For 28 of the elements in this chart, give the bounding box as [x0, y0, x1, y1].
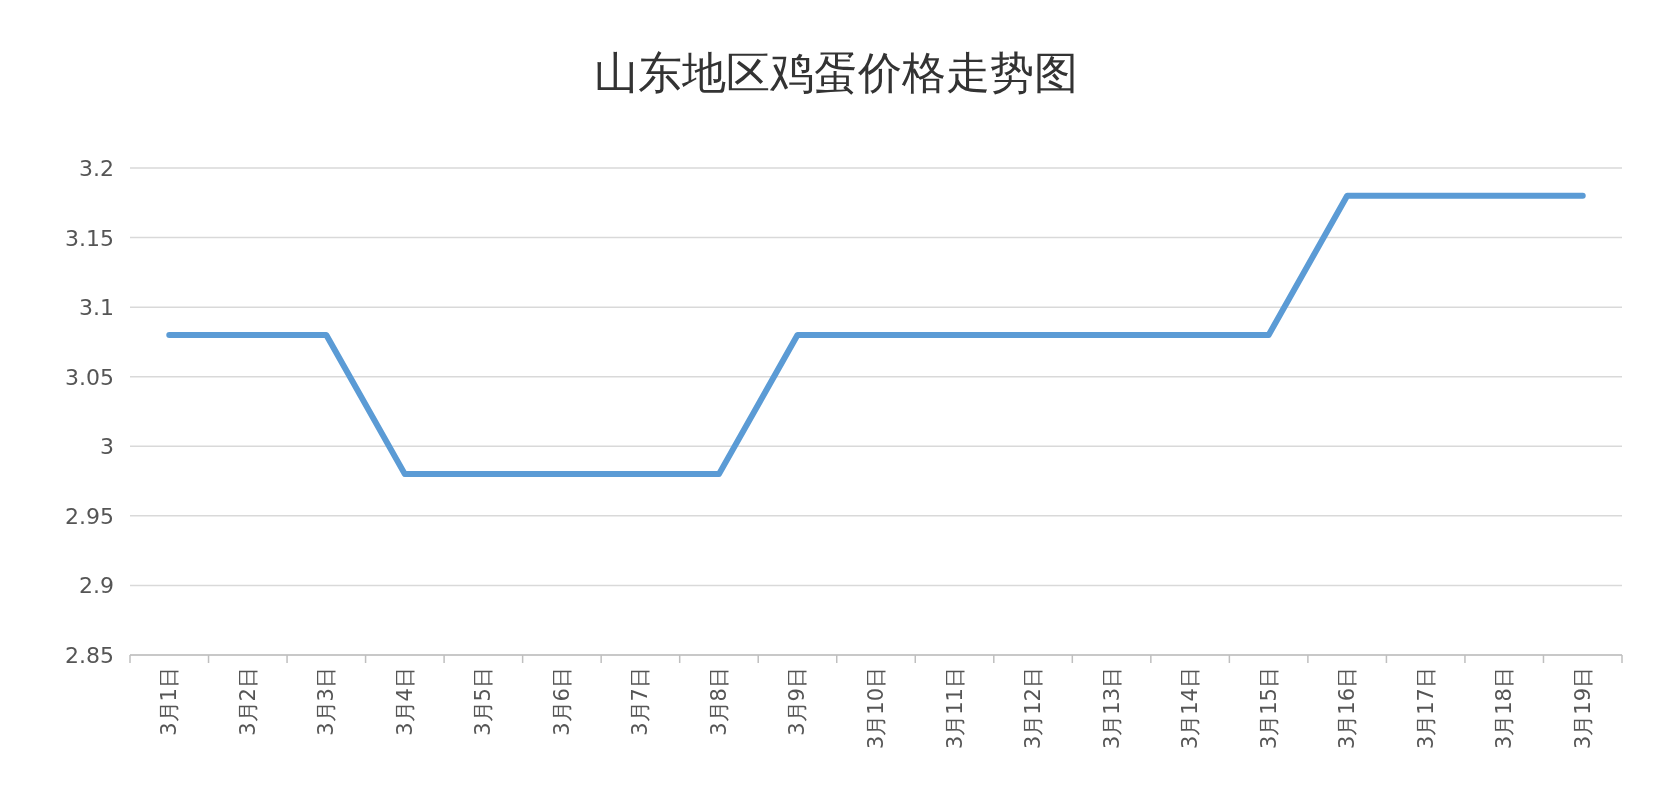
x-tick-label: 3月16日 [1335, 667, 1360, 750]
y-tick-label: 3.05 [65, 364, 114, 390]
chart-title: 山东地区鸡蛋价格走势图 [594, 47, 1078, 98]
x-tick-label: 3月5日 [471, 667, 496, 736]
x-tick-label: 3月4日 [392, 667, 417, 736]
x-tick-label: 3月6日 [549, 667, 574, 736]
x-tick-label: 3月13日 [1099, 667, 1124, 750]
x-tick-label: 3月2日 [235, 667, 260, 736]
x-tick-label: 3月15日 [1256, 667, 1281, 750]
x-tick-label: 3月9日 [785, 667, 810, 736]
x-tick-label: 3月1日 [157, 667, 182, 736]
x-tick-label: 3月14日 [1178, 667, 1203, 750]
y-tick-label: 3.15 [65, 225, 114, 251]
x-tick-label: 3月12日 [1021, 667, 1046, 750]
x-tick-label: 3月3日 [314, 667, 339, 736]
x-tick-label: 3月11日 [942, 667, 967, 750]
y-tick-label: 2.95 [65, 503, 114, 529]
y-tick-label: 3.2 [79, 156, 114, 181]
y-tick-label: 2.85 [65, 643, 114, 668]
x-tick-label: 3月7日 [628, 667, 653, 736]
x-tick-label: 3月19日 [1570, 667, 1595, 750]
x-tick-label: 3月8日 [706, 667, 731, 736]
y-tick-label: 3.1 [79, 295, 114, 321]
x-tick-label: 3月10日 [864, 667, 888, 750]
y-tick-label: 3 [100, 434, 114, 460]
x-tick-label: 3月18日 [1492, 667, 1517, 750]
y-tick-label: 2.9 [79, 573, 114, 599]
x-tick-label: 3月17日 [1413, 667, 1438, 750]
